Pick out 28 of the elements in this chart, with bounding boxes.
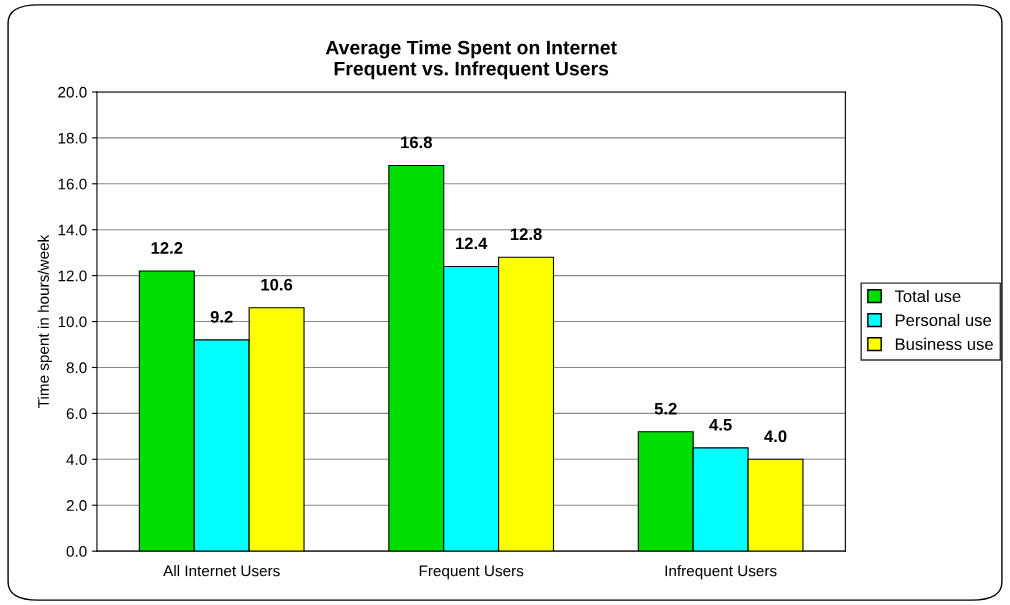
y-tick-label: 12.0	[58, 270, 87, 282]
x-tick-label: Frequent Users	[419, 565, 524, 580]
data-label: 12.4	[456, 237, 488, 250]
x-tick-label: Infrequent Users	[665, 565, 777, 580]
data-label: 10.6	[261, 278, 293, 291]
y-tick-label: 4.0	[66, 454, 87, 465]
y-tick-label: 2.0	[66, 500, 87, 511]
y-tick-label: 10.0	[58, 316, 87, 328]
y-tick-label: 16.0	[58, 178, 87, 190]
y-tick-label: 8.0	[66, 362, 87, 374]
chart-title: Average Time Spent on Internet Frequent vs. Infrequent Users	[325, 40, 617, 80]
data-label: 4.5	[709, 419, 732, 431]
x-tick-label: All Internet Users	[163, 565, 280, 577]
y-tick-label: 20.0	[58, 86, 87, 98]
y-tick-label: 14.0	[58, 224, 87, 236]
y-tick-label: 0.0	[66, 546, 87, 557]
legend-label: Business use	[895, 337, 993, 351]
data-label: 12.2	[151, 242, 183, 254]
data-label: 9.2	[210, 310, 233, 323]
legend-label: Total use	[894, 289, 961, 303]
y-tick-label: 18.0	[58, 132, 87, 144]
y-tick-label: 6.0	[66, 408, 87, 420]
y-axis-title: Time spent in hours/week	[37, 234, 52, 408]
data-label: 5.2	[654, 402, 677, 415]
data-label: 12.8	[510, 228, 542, 241]
data-label: 4.0	[764, 430, 787, 443]
legend-label: Personal use	[895, 313, 992, 327]
data-label: 16.8	[401, 136, 432, 149]
